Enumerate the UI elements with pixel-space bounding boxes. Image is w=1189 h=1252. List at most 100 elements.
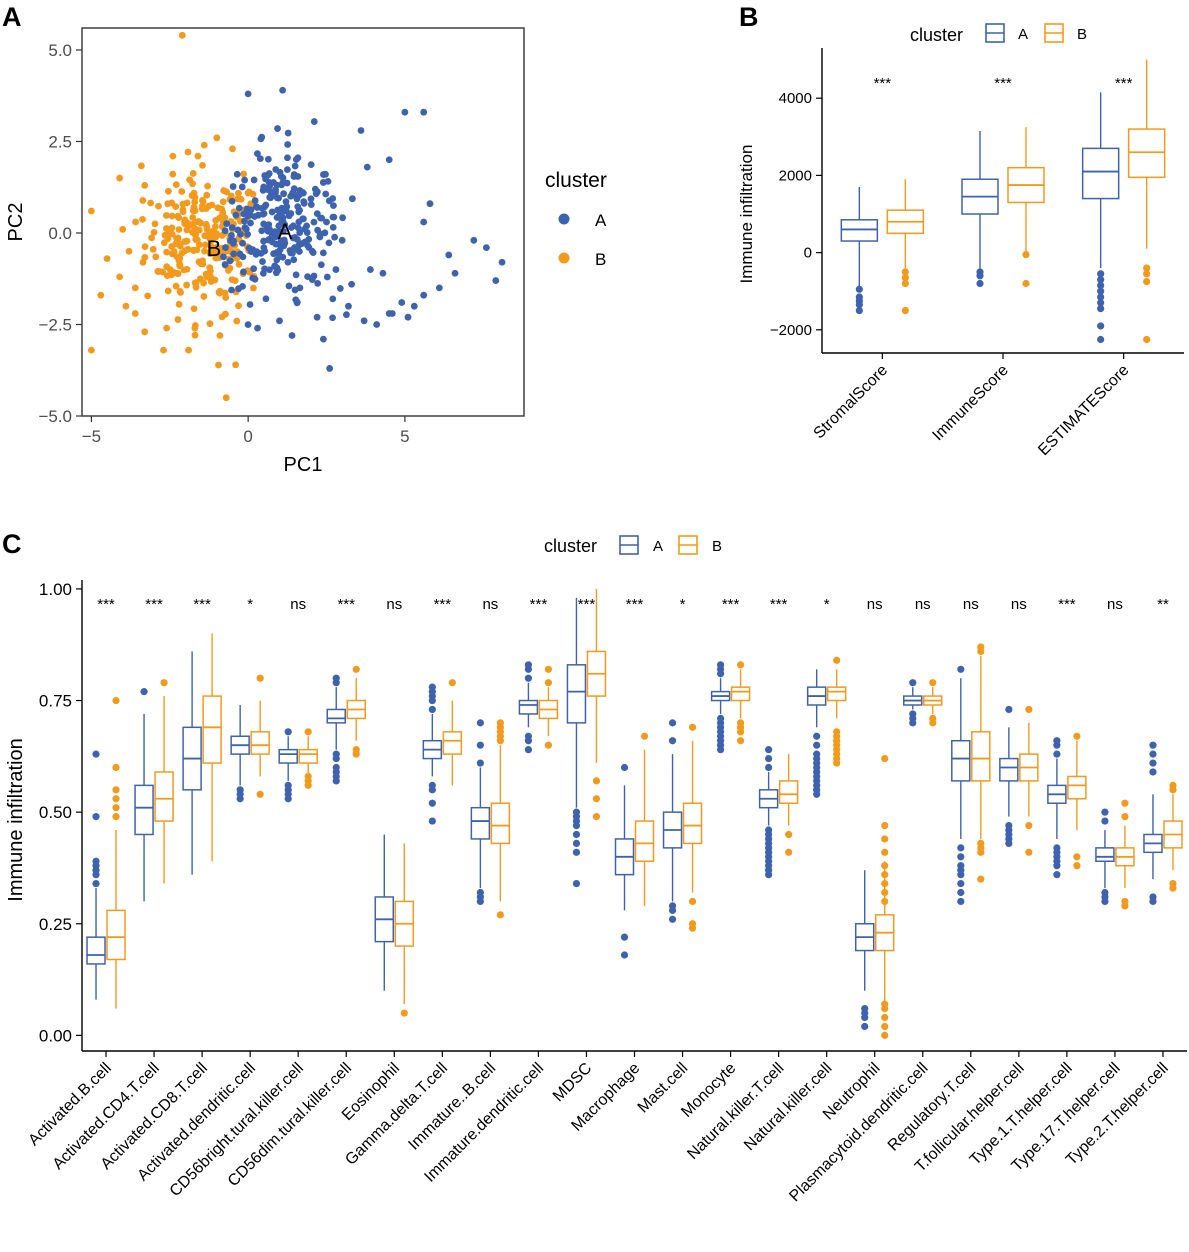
box-b-outlier xyxy=(929,679,937,687)
box-b-outlier xyxy=(881,1000,889,1008)
scatter-point-b xyxy=(232,361,240,369)
box-a-outlier xyxy=(716,714,725,722)
scatter-point-a xyxy=(241,176,249,184)
scatter-point-b xyxy=(141,181,149,189)
scatter-point-a xyxy=(270,179,277,186)
box-a-outlier xyxy=(92,879,100,888)
box-b-outlier xyxy=(1143,270,1151,278)
scatter-point-b xyxy=(178,188,186,195)
scatter-point-a xyxy=(363,163,371,171)
scatter-point-a xyxy=(257,249,265,257)
x-tick-label: ESTIMATEScore xyxy=(1035,362,1132,459)
significance-label: ns xyxy=(386,596,402,613)
box-a-outlier xyxy=(524,661,533,669)
box-a-outlier xyxy=(813,750,821,758)
scatter-point-a xyxy=(360,317,368,325)
box-b-outlier xyxy=(881,888,889,897)
scatter-point-b xyxy=(179,200,187,208)
box-a-outlier xyxy=(957,862,965,870)
box-elements: *** *** *** xyxy=(840,59,1166,344)
scatter-point-b xyxy=(163,324,171,332)
scatter-point-a xyxy=(284,154,291,162)
scatter-point-a xyxy=(272,269,280,277)
box-a-box xyxy=(86,936,106,965)
x-axis-ticks: −5 0 5 xyxy=(82,416,410,446)
box-a-outlier xyxy=(572,879,581,888)
scatter-point-a xyxy=(288,332,296,339)
scatter-point-b xyxy=(193,246,201,254)
scatter-point-a xyxy=(366,266,374,273)
scatter-point-a xyxy=(498,258,506,266)
scatter-point-a xyxy=(264,186,272,193)
box-b-outlier xyxy=(592,795,601,803)
box-b-box xyxy=(442,731,463,755)
scatter-point-b xyxy=(160,239,168,247)
box-a-outlier xyxy=(524,746,533,754)
scatter-point-b xyxy=(174,269,181,277)
box-b-outlier xyxy=(448,679,456,687)
significance-label: *** xyxy=(1115,75,1133,92)
significance-label: ns xyxy=(482,596,498,613)
box-a-outlier xyxy=(140,688,148,696)
box-b-outlier xyxy=(929,714,937,722)
scatter-point-a xyxy=(275,194,283,202)
scatter-point-a xyxy=(268,208,276,216)
scatter-point-a xyxy=(295,208,303,216)
box-a-outlier xyxy=(524,674,533,682)
scatter-point-b xyxy=(191,324,199,332)
scatter-point-b xyxy=(97,291,105,299)
scatter-point-a xyxy=(264,155,272,163)
box-a-box xyxy=(999,757,1019,782)
scatter-point-a xyxy=(220,253,227,261)
scatter-point-a xyxy=(278,181,286,189)
scatter-point-a xyxy=(239,253,247,261)
scatter-point-b xyxy=(203,222,211,230)
box-a-outlier xyxy=(1097,299,1105,307)
scatter-point-a xyxy=(325,239,333,247)
box-b-outlier xyxy=(901,279,909,288)
scatter-point-b xyxy=(144,292,152,300)
scatter-point-b xyxy=(189,170,197,177)
box-a-box xyxy=(278,748,298,764)
box-b-outlier xyxy=(1169,879,1177,888)
scatter-point-a xyxy=(221,227,229,235)
scatter-point-a xyxy=(230,250,238,258)
legend-key-b xyxy=(678,535,698,555)
scatter-point-b xyxy=(175,257,183,265)
scatter-point-a xyxy=(271,263,278,270)
scatter-point-a xyxy=(312,190,320,198)
box-a-outlier xyxy=(572,830,581,839)
box-b-outlier xyxy=(112,763,120,772)
scatter-point-a xyxy=(445,251,453,259)
scatter-point-a xyxy=(229,183,237,190)
box-b-outlier xyxy=(304,772,312,781)
scatter-point-b xyxy=(155,268,163,275)
box-a-outlier xyxy=(957,853,965,861)
legend-title: cluster xyxy=(544,536,597,556)
scatter-point-a xyxy=(385,156,393,164)
scatter-point-a xyxy=(279,174,287,182)
scatter-point-a xyxy=(288,224,295,231)
significance-label: *** xyxy=(722,596,740,613)
scatter-point-b xyxy=(203,273,211,281)
significance-label: * xyxy=(824,596,830,613)
y-tick-label: 0.00 xyxy=(39,1026,72,1045)
scatter-point-b xyxy=(148,234,156,242)
scatter-point-a xyxy=(222,244,229,251)
scatter-point-a xyxy=(285,282,293,290)
plot-frame xyxy=(81,27,525,417)
scatter-point-b xyxy=(168,250,176,258)
scatter-point-a xyxy=(348,280,355,288)
legend-label-b: B xyxy=(712,538,722,555)
box-b-outlier xyxy=(881,871,889,879)
scatter-point-b xyxy=(152,253,160,261)
x-tick-label: −5 xyxy=(82,427,101,446)
box-b-outlier xyxy=(881,1013,889,1022)
scatter-point-b xyxy=(223,188,231,196)
box-b-outlier xyxy=(592,813,601,821)
scatter-point-a xyxy=(470,236,478,244)
box-b-outlier xyxy=(1169,781,1177,789)
scatter-point-a xyxy=(284,129,292,137)
box-a-outlier xyxy=(524,732,533,740)
